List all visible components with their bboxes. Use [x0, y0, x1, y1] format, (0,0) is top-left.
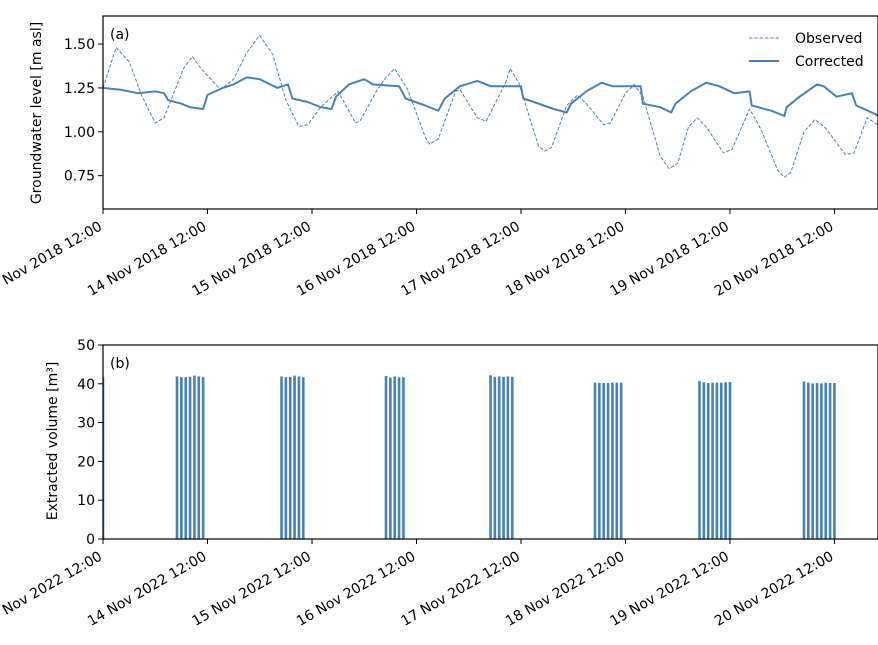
- y-tick-label: 30: [77, 416, 95, 432]
- extraction-bar: [802, 381, 806, 539]
- extraction-bar: [497, 376, 501, 539]
- extraction-bar: [811, 383, 814, 539]
- extraction-bar: [397, 377, 401, 539]
- y-tick-label: 10: [77, 493, 95, 509]
- plot-frame: [102, 344, 878, 540]
- extraction-bar: [593, 382, 597, 539]
- y-tick-label: 1.25: [64, 81, 95, 97]
- extraction-bar: [489, 375, 492, 539]
- extraction-bar: [711, 382, 714, 539]
- extraction-bar: [602, 383, 606, 539]
- extraction-bar: [807, 382, 810, 539]
- extraction-bar: [71, 375, 74, 539]
- extraction-bar: [297, 376, 301, 539]
- panel-a-legend: Observed Corrected: [749, 31, 864, 70]
- y-tick-label: 0: [86, 532, 95, 548]
- extraction-bar: [824, 382, 828, 539]
- y-tick-label: 20: [77, 454, 95, 470]
- extraction-bar: [510, 376, 514, 539]
- extraction-bar: [606, 383, 610, 539]
- series-line-corrected: [103, 76, 878, 118]
- extraction-bar: [103, 376, 105, 539]
- extraction-bar: [197, 376, 201, 539]
- legend-label-corrected: Corrected: [795, 54, 864, 70]
- extraction-bar: [702, 382, 706, 539]
- extraction-bar: [188, 376, 192, 539]
- extraction-bar: [820, 383, 823, 539]
- extraction-bar: [719, 382, 723, 539]
- extraction-bar: [402, 377, 405, 539]
- extraction-bar: [724, 382, 727, 539]
- plot-frame: [102, 15, 878, 210]
- panel-b-extraction-chart: Extracted volume [m³]: [45, 362, 836, 539]
- extraction-bar: [180, 377, 183, 539]
- extraction-bar: [506, 376, 510, 539]
- series-line-observed: [103, 34, 878, 178]
- extraction-bar: [715, 382, 719, 539]
- extraction-bar: [288, 376, 292, 539]
- extraction-bar: [828, 383, 832, 539]
- panel-b-label: (b): [110, 356, 130, 372]
- legend-label-observed: Observed: [795, 31, 862, 47]
- y-tick-label: 1.50: [64, 37, 95, 53]
- extraction-bar: [384, 376, 388, 539]
- extraction-bar: [698, 381, 701, 539]
- panel-a-ylabel: Groundwater level [m asl]: [29, 22, 45, 204]
- panel-a-groundwater-chart: Groundwater level [m asl]: [29, 22, 878, 204]
- extraction-bar: [619, 382, 623, 539]
- panel-b-bars: [71, 375, 836, 539]
- extraction-bar: [598, 383, 601, 539]
- extraction-bar: [280, 376, 283, 539]
- extraction-bar: [97, 376, 100, 539]
- extraction-bar: [611, 382, 614, 539]
- panel-a-series: [103, 34, 878, 178]
- extraction-bar: [201, 377, 205, 539]
- panel-b-ylabel: Extracted volume [m³]: [45, 362, 61, 521]
- extraction-bar: [193, 375, 196, 539]
- y-tick-label: 50: [77, 338, 95, 354]
- extraction-bar: [815, 383, 819, 539]
- extraction-bar: [728, 381, 732, 539]
- extraction-bar: [184, 377, 188, 539]
- extraction-bar: [493, 376, 497, 539]
- extraction-bar: [284, 377, 288, 539]
- y-tick-label: 0.75: [64, 169, 95, 185]
- extraction-bar: [393, 376, 397, 539]
- extraction-bar: [389, 377, 392, 539]
- extraction-bar: [615, 382, 619, 539]
- extraction-bar: [706, 383, 710, 539]
- extraction-bar: [293, 375, 296, 539]
- extraction-bar: [502, 376, 505, 539]
- extraction-bar: [833, 383, 836, 539]
- y-tick-label: 1.00: [64, 125, 95, 141]
- panel-a-label: (a): [110, 27, 130, 43]
- extraction-bar: [301, 377, 305, 539]
- extraction-bar: [175, 376, 179, 539]
- y-tick-label: 40: [77, 377, 95, 393]
